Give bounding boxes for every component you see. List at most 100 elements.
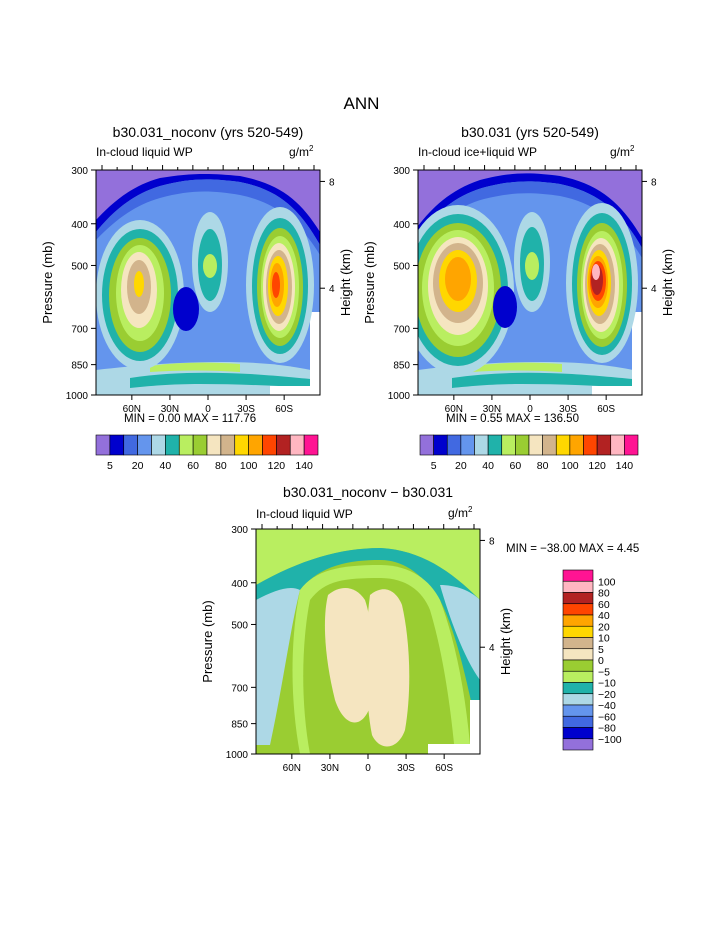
colorbar-swatch: [137, 434, 152, 456]
colorbar-swatch: [248, 434, 263, 456]
panel-1-subtitle: In-cloud liquid WP: [96, 145, 193, 159]
colorbar-swatch: [562, 682, 594, 695]
colorbar-swatch: [276, 434, 291, 456]
colorbar-label: 80: [537, 460, 549, 472]
colorbar-label: 100: [598, 576, 616, 588]
pressure-tick-label: 850: [231, 720, 248, 731]
colorbar-swatch: [234, 434, 249, 456]
colorbar-label: 60: [510, 460, 522, 472]
lat-tick-label: 30N: [321, 763, 339, 774]
pressure-tick-label: 850: [393, 361, 410, 372]
height-axis-label: Height (km): [660, 249, 675, 316]
colorbar-swatch: [562, 693, 594, 706]
pressure-tick-label: 500: [71, 261, 88, 272]
colorbar-swatch: [562, 592, 594, 605]
page-title: ANN: [343, 94, 380, 113]
panel-2-title: b30.031 (yrs 520-549): [461, 124, 599, 140]
colorbar-swatch: [192, 434, 208, 456]
panel-1-plot: [95, 169, 321, 396]
colorbar-label: −80: [598, 723, 616, 735]
colorbar-label: 120: [268, 460, 286, 472]
colorbar-label: 100: [240, 460, 258, 472]
colorbar-swatch: [433, 434, 448, 456]
lat-tick-label: 60N: [123, 404, 141, 415]
colorbar-label: 40: [482, 460, 494, 472]
pressure-axis-label: Pressure (mb): [40, 241, 55, 323]
panel-3-units: g/m2: [448, 505, 473, 520]
colorbar-swatch: [569, 434, 584, 456]
colorbar-label: 40: [160, 460, 172, 472]
panel-1-stats: MIN = 0.00 MAX = 117.76: [124, 413, 257, 425]
colorbar-swatch: [562, 659, 594, 672]
colorbar-swatch: [303, 434, 319, 456]
colorbar-swatch: [562, 670, 594, 683]
colorbar-label: 0: [598, 655, 604, 667]
colorbar-swatch: [528, 434, 543, 456]
height-axis-label: Height (km): [338, 249, 353, 316]
colorbar-swatch: [178, 434, 194, 456]
colorbar-swatch: [151, 434, 166, 456]
colorbar-swatch: [562, 637, 594, 650]
pressure-tick-label: 400: [393, 220, 410, 231]
colorbar-swatch: [624, 434, 639, 456]
pressure-tick-label: 500: [231, 620, 248, 631]
colorbar-swatch: [419, 434, 434, 456]
colorbar-swatch: [562, 603, 594, 616]
pressure-tick-label: 700: [231, 683, 248, 694]
height-tick-label: 4: [489, 643, 495, 654]
height-tick-label: 8: [489, 536, 495, 547]
lat-tick-label: 30S: [237, 404, 255, 415]
panel-1-units: g/m2: [289, 144, 314, 159]
colorbar-swatch: [610, 434, 625, 456]
colorbar-swatch: [562, 580, 594, 593]
colorbar-swatch: [515, 434, 530, 456]
colorbar-swatch: [165, 434, 180, 456]
pressure-axis-label: Pressure (mb): [362, 241, 377, 323]
colorbar-swatch: [474, 434, 489, 456]
colorbar-label: 5: [431, 460, 437, 472]
colorbar-label: −100: [598, 734, 622, 746]
panel-3-plot: [255, 528, 481, 755]
panel-3-stats: MIN = −38.00 MAX = 4.45: [506, 543, 640, 555]
pressure-tick-label: 700: [71, 324, 88, 335]
colorbar-swatch: [501, 434, 516, 456]
colorbar-label: −60: [598, 711, 616, 723]
colorbar-swatch: [562, 738, 594, 751]
colorbar-swatch: [262, 434, 277, 456]
colorbar-2: 5 20 40 60 80 100 120 140: [419, 434, 639, 472]
pressure-tick-label: 400: [231, 579, 248, 590]
lat-tick-label: 60S: [435, 763, 453, 774]
pressure-tick-label: 300: [231, 525, 248, 536]
colorbar-label: −10: [598, 678, 616, 690]
lat-tick-label: 60N: [283, 763, 301, 774]
colorbar-swatch: [555, 434, 571, 456]
colorbar-label: 5: [107, 460, 113, 472]
height-axis-label: Height (km): [498, 608, 513, 675]
colorbar-label: 40: [598, 610, 610, 622]
pressure-tick-label: 300: [71, 166, 88, 177]
colorbar-swatch: [206, 434, 222, 456]
colorbar-swatch: [109, 434, 125, 456]
panel-2-units: g/m2: [610, 144, 635, 159]
colorbar-label: 20: [132, 460, 144, 472]
pressure-axis-label: Pressure (mb): [200, 600, 215, 682]
pressure-tick-label: 500: [393, 261, 410, 272]
height-tick-label: 8: [651, 177, 657, 188]
colorbar-swatch: [562, 704, 594, 717]
colorbar-label: 80: [598, 588, 610, 600]
panel-2-subtitle: In-cloud ice+liquid WP: [418, 145, 538, 159]
panel-1-title: b30.031_noconv (yrs 520-549): [112, 124, 304, 140]
lat-tick-label: 60S: [275, 404, 293, 415]
pressure-tick-label: 1000: [66, 391, 89, 402]
panel-2-stats: MIN = 0.55 MAX = 136.50: [446, 413, 579, 425]
pressure-tick-label: 700: [393, 324, 410, 335]
pressure-tick-label: 1000: [226, 750, 249, 761]
colorbar-swatch: [562, 715, 594, 728]
lat-tick-label: 0: [527, 404, 533, 415]
lat-tick-label: 30N: [483, 404, 501, 415]
colorbar-label: 60: [187, 460, 199, 472]
colorbar-swatch: [460, 434, 475, 456]
height-tick-label: 4: [329, 284, 335, 295]
